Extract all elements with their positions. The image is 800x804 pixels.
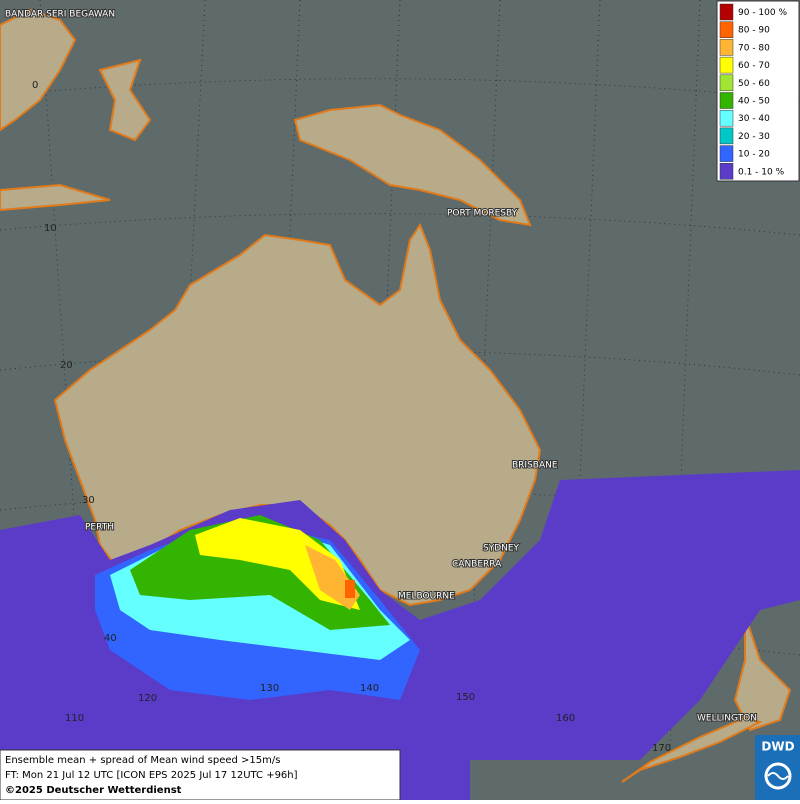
legend-swatch — [719, 163, 734, 180]
legend-label: 20 - 30 — [738, 132, 770, 142]
lat-label: 0 — [32, 80, 38, 91]
lon-label: 120 — [138, 693, 157, 704]
logo-text: DWD — [761, 740, 794, 754]
new-guinea — [293, 103, 532, 227]
lat-label: 10 — [44, 223, 57, 234]
grid-line — [0, 213, 800, 236]
city-label: PORT MORESBY — [447, 209, 518, 219]
city-label: CANBERRA — [452, 560, 502, 570]
lon-label: 110 — [65, 713, 84, 724]
copyright: ©2025 Deutscher Wetterdienst — [5, 785, 182, 796]
grid-line — [469, 0, 501, 701]
legend-swatch — [719, 74, 734, 92]
legend-label: 70 - 80 — [738, 43, 770, 53]
lon-label: 130 — [260, 683, 279, 694]
legend-swatch — [719, 3, 734, 21]
lon-label: 150 — [456, 692, 475, 703]
legend-label: 10 - 20 — [738, 150, 770, 160]
logo-mark — [764, 762, 792, 790]
legend-label: 90 - 100 % — [738, 8, 787, 18]
prob-60-70 — [195, 518, 360, 610]
footer-line: FT: Mon 21 Jul 12 UTC [ICON EPS 2025 Jul… — [5, 770, 298, 781]
new-zealand-south — [621, 716, 763, 783]
probability-field — [0, 470, 800, 800]
borneo — [0, 8, 77, 132]
legend-label: 50 - 60 — [738, 79, 770, 89]
lon-label: 170 — [652, 743, 671, 754]
lat-label: 20 — [60, 360, 73, 371]
land — [0, 8, 792, 783]
lon-label: 140 — [360, 683, 379, 694]
city-label: WELLINGTON — [697, 714, 757, 724]
legend-swatch — [719, 21, 734, 38]
australia — [53, 222, 542, 607]
city-label: BANDAR SERI BEGAWAN — [5, 10, 115, 20]
lon-label: 160 — [556, 713, 575, 724]
lesser-sunda — [0, 183, 111, 212]
city-label: MELBOURNE — [398, 592, 455, 602]
legend-label: 0.1 - 10 % — [738, 167, 785, 177]
logo: DWD — [755, 735, 800, 800]
legend-label: 30 - 40 — [738, 114, 770, 124]
legend-label: 80 - 90 — [738, 26, 770, 36]
legend-swatch — [719, 92, 734, 109]
new-zealand-north — [733, 614, 792, 732]
legend-swatch — [719, 127, 734, 145]
prob-80-90 — [345, 580, 355, 598]
footer-line: Ensemble mean + spread of Mean wind spee… — [5, 755, 280, 766]
lat-label: 30 — [82, 495, 95, 506]
legend-swatch — [719, 56, 734, 74]
legend-swatch — [719, 109, 734, 127]
city-label: BRISBANE — [512, 461, 558, 471]
city-label: PERTH — [85, 523, 114, 533]
city-label: SYDNEY — [483, 544, 520, 554]
sulawesi — [98, 58, 152, 142]
legend-swatch — [719, 39, 734, 56]
legend-label: 60 - 70 — [738, 61, 770, 71]
grid-line — [39, 0, 91, 761]
lat-label: 40 — [104, 633, 117, 644]
legend-swatch — [719, 145, 734, 162]
footer-box — [0, 749, 401, 801]
logo-wave — [767, 772, 789, 780]
legend-label: 40 - 50 — [738, 97, 770, 107]
grid-labels: 0 10 20 30 40 110 120 130 140 150 160 17… — [32, 80, 671, 754]
cities: BANDAR SERI BEGAWAN PORT MORESBY BRISBAN… — [4, 9, 758, 725]
legend: 90 - 100 % 80 - 90 70 - 80 60 - 70 50 - 60 40… — [716, 0, 800, 182]
footer: Ensemble mean + spread of Mean wind spee… — [0, 749, 401, 801]
